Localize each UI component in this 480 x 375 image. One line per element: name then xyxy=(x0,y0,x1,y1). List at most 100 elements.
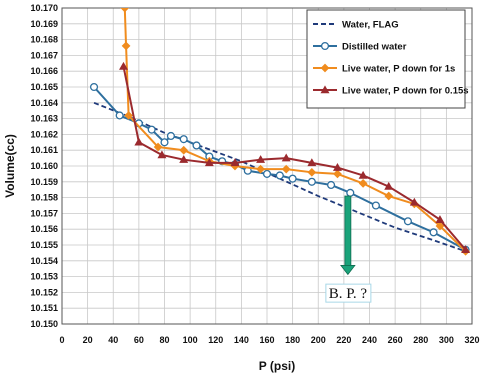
data-point-diamond xyxy=(121,41,131,51)
x-tick-label: 300 xyxy=(439,335,454,345)
x-tick-label: 260 xyxy=(388,335,403,345)
x-tick-label: 120 xyxy=(208,335,223,345)
data-point-circle xyxy=(262,169,272,178)
x-tick-label: 280 xyxy=(413,335,428,345)
x-tick-label: 180 xyxy=(285,335,300,345)
legend-label: Live water, P down for 1s xyxy=(342,64,455,75)
legend-label: Water, FLAG xyxy=(342,20,399,31)
data-point-circle xyxy=(307,177,316,186)
y-tick-label: 10.162 xyxy=(30,129,58,139)
x-tick-label: 320 xyxy=(464,335,479,345)
x-tick-label: 20 xyxy=(83,335,93,345)
data-point-diamond xyxy=(124,111,133,120)
data-point-diamond xyxy=(153,142,163,152)
data-point-triangle xyxy=(461,245,471,253)
data-point-triangle xyxy=(119,61,128,70)
series-layer xyxy=(89,8,471,256)
legend-marker xyxy=(320,41,330,51)
series-3 xyxy=(120,8,470,256)
y-tick-label: 10.152 xyxy=(30,287,58,297)
x-tick-label: 80 xyxy=(159,335,169,345)
data-point-diamond xyxy=(281,164,291,174)
y-tick-label: 10.157 xyxy=(30,208,58,218)
annotation-layer: B. P. ? xyxy=(325,195,372,303)
data-point-diamond xyxy=(179,145,189,155)
y-tick-label: 10.151 xyxy=(30,303,58,313)
x-axis-label: P (psi) xyxy=(259,359,295,373)
plot-area xyxy=(61,7,473,325)
data-point-diamond xyxy=(120,8,130,13)
data-point-circle xyxy=(346,188,355,197)
y-tick-label: 10.167 xyxy=(30,50,58,60)
data-point-triangle xyxy=(358,170,368,179)
legend-label: Live water, P down for 0.15s xyxy=(342,86,469,97)
y-tick-label: 10.170 xyxy=(30,3,58,13)
y-tick-label: 10.164 xyxy=(30,98,58,108)
series-4 xyxy=(119,61,471,253)
x-tick-label: 200 xyxy=(311,335,326,345)
arrow-shaft xyxy=(344,195,352,266)
data-point-diamond xyxy=(384,191,394,201)
x-tick-label: 240 xyxy=(362,335,377,345)
y-tick-labels: 10.150 10.151 10.152 10.153 10.154 10.155 10.1… xyxy=(30,3,58,329)
data-point-circle xyxy=(403,217,412,226)
data-point-diamond xyxy=(435,221,445,231)
legend-label: Distilled water xyxy=(342,42,407,53)
data-point-circle xyxy=(147,125,156,134)
legend-marker xyxy=(320,85,330,94)
data-point-triangle xyxy=(307,158,317,167)
x-tick-labels: 0 20 40 60 80 100 120 140 160 180 200 220 240 260 280 3… xyxy=(59,335,479,345)
data-point-circle xyxy=(192,141,201,150)
y-tick-label: 10.156 xyxy=(30,224,58,234)
data-point-triangle xyxy=(179,155,189,163)
y-axis-label: Volume(cc) xyxy=(3,134,17,198)
data-point-circle xyxy=(275,171,284,180)
data-point-circle xyxy=(115,111,124,120)
data-point-triangle xyxy=(230,158,240,167)
legend-box xyxy=(306,9,466,109)
data-point-diamond xyxy=(307,167,317,177)
data-point-triangle xyxy=(409,197,419,206)
x-tick-label: 140 xyxy=(234,335,249,345)
data-point-circle xyxy=(179,135,188,144)
y-tick-label: 10.165 xyxy=(30,82,58,92)
y-tick-label: 10.166 xyxy=(30,66,58,76)
y-tick-label: 10.160 xyxy=(30,161,58,171)
x-tick-label: 40 xyxy=(108,335,118,345)
y-tick-label: 10.161 xyxy=(30,145,58,155)
data-point-triangle xyxy=(332,162,342,171)
data-point-triangle xyxy=(256,155,266,163)
data-point-triangle xyxy=(204,158,214,167)
annotation-text: B. P. ? xyxy=(329,286,368,302)
data-point-triangle xyxy=(384,181,394,190)
data-point-circle xyxy=(371,201,380,210)
data-point-circle xyxy=(89,82,99,92)
data-point-triangle xyxy=(134,137,144,146)
y-tick-label: 10.168 xyxy=(30,35,58,45)
y-tick-label: 10.153 xyxy=(30,272,58,282)
x-tick-label: 0 xyxy=(59,335,64,345)
y-tick-label: 10.163 xyxy=(30,114,58,124)
data-point-circle xyxy=(160,138,169,147)
y-tick-label: 10.154 xyxy=(30,256,58,266)
x-tick-label: 220 xyxy=(336,335,351,345)
arrow-head xyxy=(340,265,356,276)
data-point-diamond xyxy=(358,179,368,188)
x-tick-label: 60 xyxy=(134,335,144,345)
y-tick-label: 10.169 xyxy=(30,19,58,29)
y-tick-label: 10.155 xyxy=(30,240,58,250)
x-tick-label: 100 xyxy=(183,335,198,345)
data-point-triangle xyxy=(281,153,291,162)
data-point-circle xyxy=(288,174,297,183)
data-point-diamond xyxy=(333,169,342,179)
x-tick-label: 160 xyxy=(259,335,274,345)
legend: Water, FLAG Distilled water Live water, P … xyxy=(306,9,469,109)
data-point-circle xyxy=(327,180,336,190)
annotation-box xyxy=(325,283,372,303)
data-point-circle xyxy=(166,131,175,141)
y-tick-label: 10.159 xyxy=(30,177,58,187)
y-tick-label: 10.158 xyxy=(30,193,58,203)
data-point-triangle xyxy=(435,215,445,223)
data-point-triangle xyxy=(157,150,167,159)
